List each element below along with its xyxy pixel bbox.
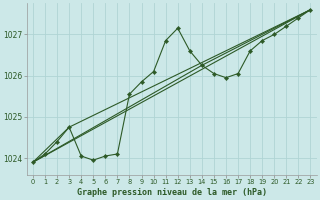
X-axis label: Graphe pression niveau de la mer (hPa): Graphe pression niveau de la mer (hPa)	[77, 188, 267, 197]
